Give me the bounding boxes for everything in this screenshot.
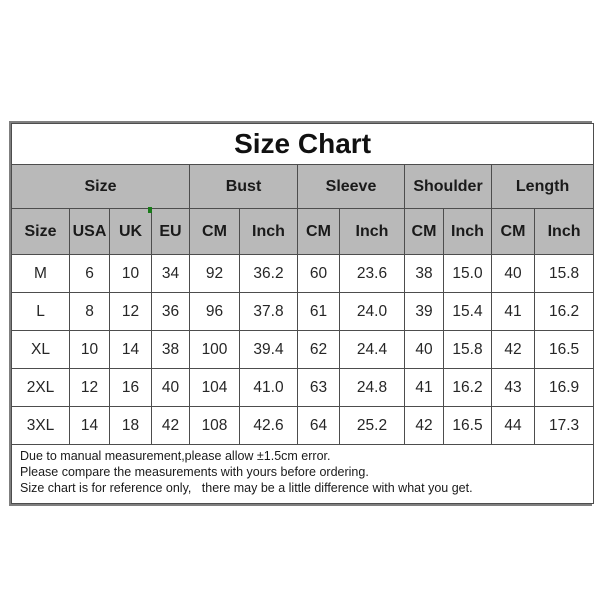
table-cell: 43 (491, 368, 535, 407)
column-header-usa: USA (69, 208, 110, 255)
table-cell: 8 (69, 292, 110, 331)
section-header-length: Length (490, 164, 595, 209)
column-header-bust-inch: Inch (239, 208, 298, 255)
table-cell: 61 (297, 292, 340, 331)
title-row: Size Chart (10, 123, 595, 165)
table-cell: 24.4 (339, 330, 405, 369)
row-label: 2XL (11, 368, 70, 407)
section-header-shoulder: Shoulder (404, 164, 492, 209)
row-label: L (11, 292, 70, 331)
table-cell: 100 (189, 330, 240, 369)
table-cell: 17.3 (533, 406, 595, 445)
section-header-size: Size (11, 164, 190, 209)
column-header-eu: EU (151, 208, 190, 255)
table-cell: 16 (109, 368, 152, 407)
table-cell: 40 (404, 330, 444, 369)
table-cell: 12 (69, 368, 110, 407)
column-header-length-cm: CM (491, 208, 535, 255)
table-cell: 24.0 (339, 292, 405, 331)
table-cell: 10 (109, 254, 152, 293)
table-cell: 96 (189, 292, 240, 331)
table-cell: 10 (69, 330, 110, 369)
table-cell: 16.5 (443, 406, 492, 445)
table-cell: 18 (109, 406, 152, 445)
row-label: XL (11, 330, 70, 369)
table-cell: 16.2 (443, 368, 492, 407)
table-cell: 63 (297, 368, 340, 407)
table-cell: 15.8 (443, 330, 492, 369)
column-header-row: Size USA UK EU CM Inch CM Inch CM Inch C… (11, 208, 595, 255)
table-row-3xl: 3XL 14 18 42 108 42.6 64 25.2 42 16.5 44… (11, 406, 595, 445)
table-cell: 41 (404, 368, 444, 407)
table-cell: 6 (69, 254, 110, 293)
table-cell: 16.5 (533, 330, 595, 369)
column-header-length-inch: Inch (533, 208, 595, 255)
table-cell: 40 (491, 254, 535, 293)
table-cell: 16.9 (533, 368, 595, 407)
table-cell: 25.2 (339, 406, 405, 445)
table-cell: 23.6 (339, 254, 405, 293)
table-cell: 15.0 (443, 254, 492, 293)
table-cell: 36.2 (239, 254, 298, 293)
notes-row: Due to manual measurement,please allow ±… (10, 444, 595, 504)
table-cell: 38 (151, 330, 190, 369)
table-cell: 16.2 (533, 292, 595, 331)
table-cell: 38 (404, 254, 444, 293)
table-cell: 64 (297, 406, 340, 445)
table-cell: 41 (491, 292, 535, 331)
table-row-l: L 8 12 36 96 37.8 61 24.0 39 15.4 41 16.… (11, 292, 595, 331)
column-header-sleeve-cm: CM (297, 208, 340, 255)
note-compare-measurements: Please compare the measurements with you… (20, 465, 369, 480)
green-marker-dot (148, 207, 152, 213)
table-cell: 41.0 (239, 368, 298, 407)
column-header-shoulder-cm: CM (404, 208, 444, 255)
table-cell: 24.8 (339, 368, 405, 407)
table-cell: 104 (189, 368, 240, 407)
column-header-sleeve-inch: Inch (339, 208, 405, 255)
table-cell: 42 (404, 406, 444, 445)
table-cell: 34 (151, 254, 190, 293)
table-cell: 60 (297, 254, 340, 293)
table-cell: 108 (189, 406, 240, 445)
table-cell: 92 (189, 254, 240, 293)
table-cell: 42 (491, 330, 535, 369)
table-cell: 15.4 (443, 292, 492, 331)
section-header-row: Size Bust Sleeve Shoulder Length (11, 164, 595, 209)
column-header-uk: UK (109, 208, 152, 255)
table-cell: 39.4 (239, 330, 298, 369)
section-header-bust: Bust (189, 164, 298, 209)
section-header-sleeve: Sleeve (297, 164, 405, 209)
notes-cell: Due to manual measurement,please allow ±… (10, 444, 595, 504)
table-cell: 14 (109, 330, 152, 369)
table-cell: 37.8 (239, 292, 298, 331)
table-cell: 62 (297, 330, 340, 369)
note-measurement-error: Due to manual measurement,please allow ±… (20, 449, 331, 464)
table-cell: 42 (151, 406, 190, 445)
column-header-bust-cm: CM (189, 208, 240, 255)
page-title: Size Chart (10, 123, 595, 165)
table-cell: 12 (109, 292, 152, 331)
size-chart-table: Size Chart Size Bust Sleeve Shoulder Len… (9, 121, 595, 506)
table-row-xl: XL 10 14 38 100 39.4 62 24.4 40 15.8 42 … (11, 330, 595, 369)
row-label: 3XL (11, 406, 70, 445)
row-label: M (11, 254, 70, 293)
table-row-m: M 6 10 34 92 36.2 60 23.6 38 15.0 40 15.… (11, 254, 595, 293)
table-cell: 14 (69, 406, 110, 445)
note-reference-only: Size chart is for reference only, there … (20, 480, 473, 495)
column-header-size: Size (11, 208, 70, 255)
table-cell: 15.8 (533, 254, 595, 293)
table-cell: 42.6 (239, 406, 298, 445)
table-cell: 44 (491, 406, 535, 445)
table-cell: 39 (404, 292, 444, 331)
table-cell: 36 (151, 292, 190, 331)
column-header-shoulder-inch: Inch (443, 208, 492, 255)
table-row-2xl: 2XL 12 16 40 104 41.0 63 24.8 41 16.2 43… (11, 368, 595, 407)
table-cell: 40 (151, 368, 190, 407)
